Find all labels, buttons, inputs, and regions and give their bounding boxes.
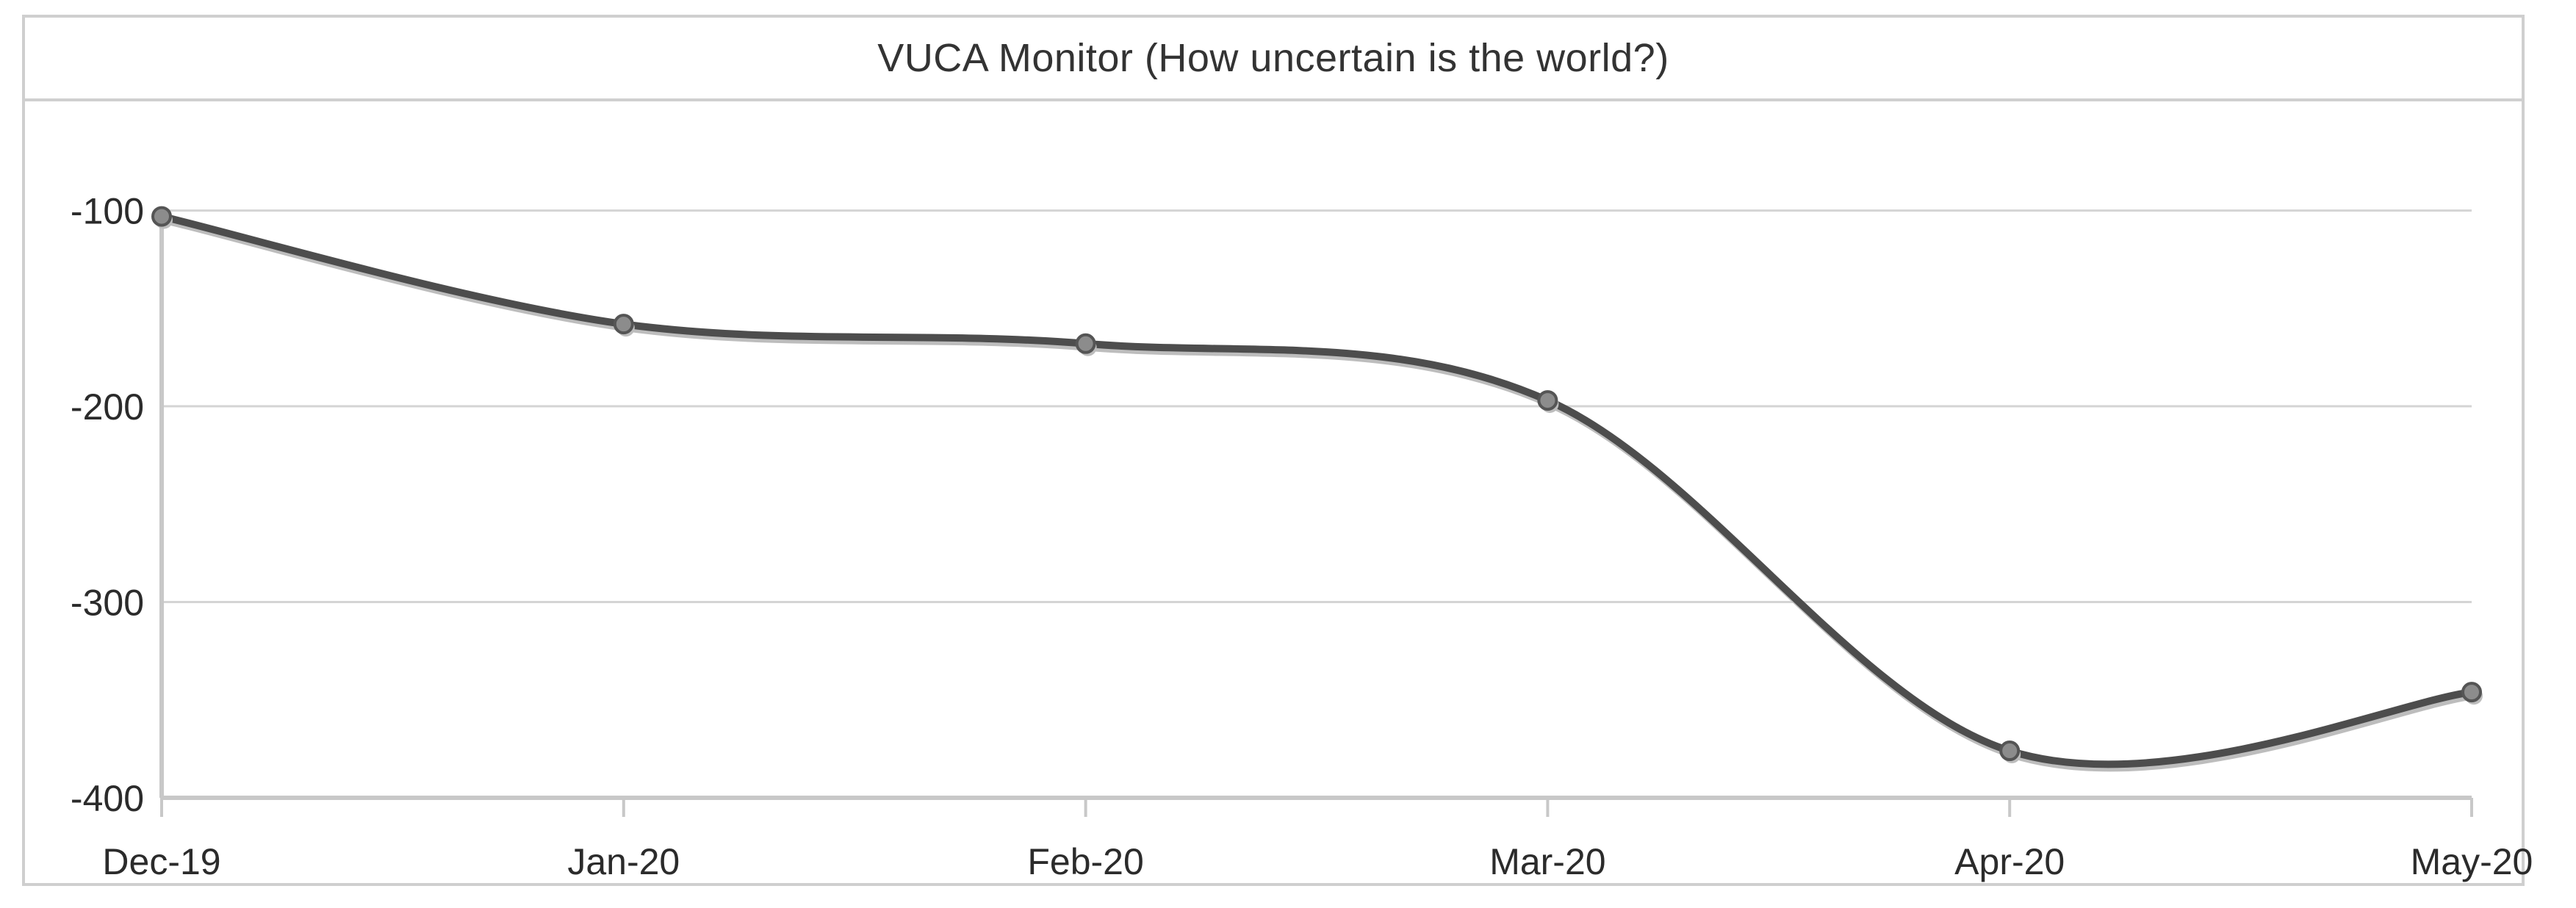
x-tick-label: Jan-20 xyxy=(567,841,680,882)
series-lines xyxy=(158,212,2478,772)
data-points xyxy=(151,206,2483,764)
data-point[interactable] xyxy=(1999,741,2021,762)
series-line xyxy=(158,212,2475,768)
y-tick-label: -100 xyxy=(71,191,144,232)
tick-labels: -100 -200 -300 -400 Dec-19 Jan-20 Feb-20 Mar-20… xyxy=(71,191,2533,882)
chart-title-bar: VUCA Monitor (How uncertain is the world… xyxy=(25,18,2522,101)
y-tick-label: -300 xyxy=(71,583,144,624)
data-point[interactable] xyxy=(151,206,172,227)
chart-frame: VUCA Monitor (How uncertain is the world… xyxy=(22,15,2525,886)
data-point[interactable] xyxy=(1537,390,1558,411)
x-tick-label: Feb-20 xyxy=(1027,841,1143,882)
chart-title: VUCA Monitor (How uncertain is the world… xyxy=(877,36,1669,80)
axes xyxy=(159,216,2473,817)
gridlines xyxy=(162,209,2472,604)
y-tick-label: -400 xyxy=(71,778,144,819)
x-tick-label: Dec-19 xyxy=(102,841,220,882)
x-tick-label: Apr-20 xyxy=(1954,841,2065,882)
x-tick-label: May-20 xyxy=(2411,841,2533,882)
data-point[interactable] xyxy=(613,314,634,335)
x-tick-label: Mar-20 xyxy=(1489,841,1605,882)
data-point[interactable] xyxy=(1075,333,1096,354)
data-point[interactable] xyxy=(2461,682,2482,703)
y-tick-label: -200 xyxy=(71,386,144,428)
